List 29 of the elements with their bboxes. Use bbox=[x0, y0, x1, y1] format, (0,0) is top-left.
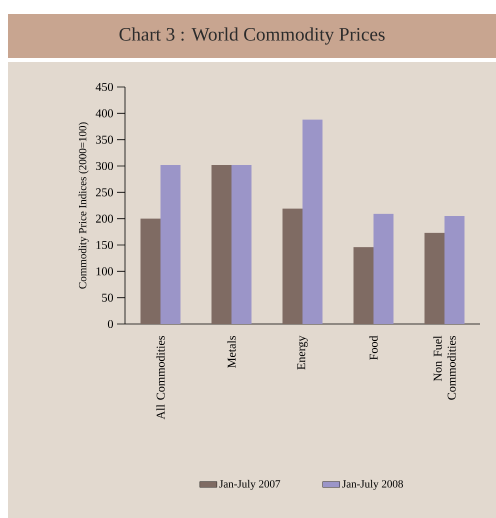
x-tick-label: Food bbox=[369, 336, 378, 360]
bar bbox=[140, 218, 160, 324]
y-tick-label: 300 bbox=[96, 162, 114, 170]
x-tick-label: Energy bbox=[297, 336, 308, 370]
x-tick-label: Non Fuel Commodities bbox=[433, 336, 456, 400]
bar bbox=[354, 247, 374, 324]
x-tick-label: All Commodities bbox=[156, 336, 165, 420]
bar bbox=[424, 232, 444, 324]
y-tick-label: 0 bbox=[108, 320, 114, 328]
y-tick-label: 150 bbox=[96, 240, 114, 250]
bar bbox=[282, 208, 302, 324]
y-tick-label: 450 bbox=[96, 82, 114, 92]
bar bbox=[302, 120, 322, 324]
y-tick-label: 50 bbox=[102, 294, 114, 302]
legend-label: Jan-July 2008 bbox=[342, 480, 403, 490]
y-tick-label: 400 bbox=[96, 109, 114, 118]
y-tick-label: 250 bbox=[96, 188, 114, 196]
bar bbox=[374, 214, 394, 324]
y-tick-label: 200 bbox=[96, 214, 114, 223]
bar bbox=[232, 164, 252, 324]
y-axis-title: Commodity Price Indices (2000=100) bbox=[78, 122, 89, 289]
legend-label: Jan-July 2007 bbox=[219, 480, 280, 490]
x-tick-label: Metals bbox=[227, 336, 236, 368]
y-tick-label: 100 bbox=[96, 267, 114, 276]
bar bbox=[444, 216, 464, 324]
chart-title: Chart 3 : World Commodity Prices bbox=[120, 27, 385, 45]
bar bbox=[212, 164, 232, 324]
y-tick-label: 350 bbox=[96, 136, 114, 144]
bar bbox=[160, 164, 180, 324]
